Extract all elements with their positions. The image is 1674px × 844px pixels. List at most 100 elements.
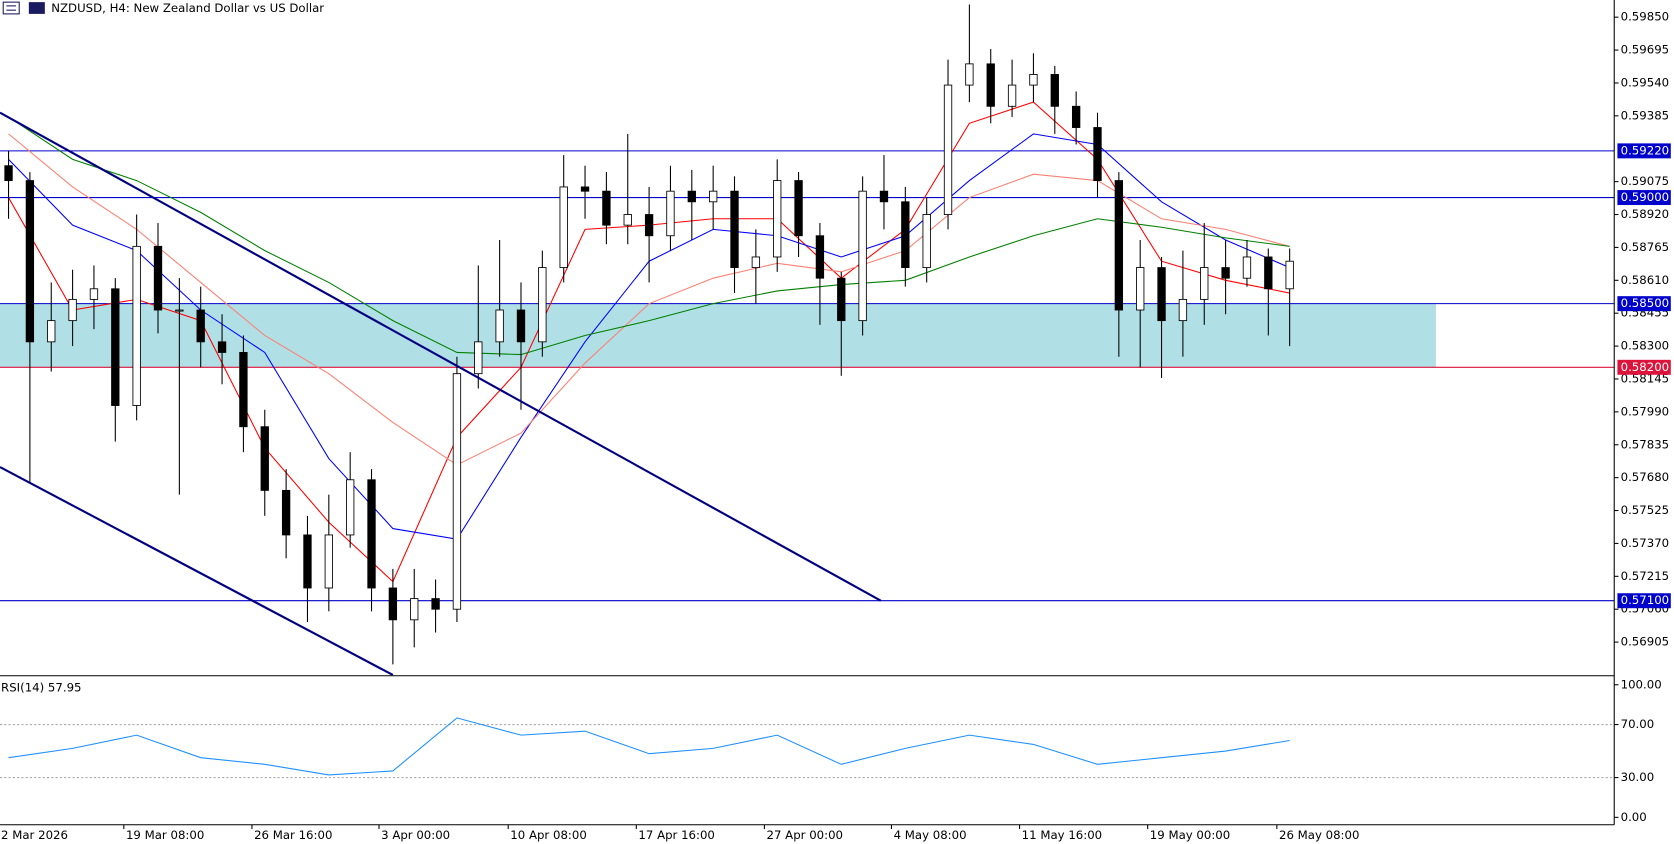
candle-body [281, 489, 291, 536]
candle-body [794, 180, 803, 237]
moving-average [8, 133, 1290, 466]
y-tick-label: 0.57680 [1621, 470, 1670, 484]
candle-body [922, 214, 931, 269]
candle-body [1200, 267, 1209, 300]
candle-body [217, 341, 227, 353]
x-tick-label: 26 May 08:00 [1279, 828, 1359, 842]
candle-body [815, 235, 825, 279]
level-label: 0.59220 [1621, 143, 1670, 157]
candle-body [773, 180, 782, 258]
candle-body [837, 277, 846, 322]
y-tick-label: 0.59850 [1621, 10, 1670, 24]
candle-body [495, 309, 504, 343]
candle-body [1029, 74, 1038, 86]
candle-body [1093, 127, 1102, 182]
candle-body [901, 201, 910, 269]
candle-body [175, 309, 184, 312]
candle-body [559, 186, 568, 269]
y-tick-label: 0.57835 [1621, 437, 1670, 451]
trendline [0, 111, 882, 602]
y-tick-label: 0.57525 [1621, 503, 1670, 517]
candle-body [644, 214, 654, 237]
candle-body [730, 190, 739, 269]
x-tick-label: 3 Apr 00:00 [381, 828, 450, 842]
candle-body [687, 190, 696, 203]
candle-body [1157, 267, 1166, 322]
candle-body [1114, 180, 1124, 311]
x-tick-label: 27 Apr 00:00 [767, 828, 843, 842]
level-label-box [1617, 143, 1671, 159]
candle-body [260, 426, 269, 491]
candle-body [452, 373, 462, 610]
candle-body [1242, 256, 1252, 279]
candle-body [1264, 256, 1273, 290]
level-label: 0.58200 [1621, 360, 1670, 374]
candle-body [666, 190, 675, 237]
candle-body [111, 288, 120, 406]
candle-body [346, 479, 355, 536]
y-tick-label: 0.58920 [1621, 207, 1670, 221]
level-label-box [1617, 593, 1671, 609]
x-tick-label: 19 Mar 08:00 [126, 828, 204, 842]
candle-body [132, 245, 141, 406]
x-tick-label: 11 May 16:00 [1022, 828, 1102, 842]
candle-body [431, 598, 440, 610]
candle-body [1221, 267, 1230, 279]
candle-body [1050, 74, 1059, 107]
candle-body [89, 288, 99, 300]
candle-body [410, 598, 419, 621]
candle-body [1136, 267, 1145, 311]
candle-body [1285, 260, 1294, 290]
x-tick-label: 10 Apr 08:00 [510, 828, 586, 842]
level-label: 0.58500 [1621, 296, 1670, 310]
candle-body [196, 309, 205, 343]
level-label-box [1617, 296, 1671, 312]
candle-body [1178, 298, 1188, 322]
candle-body [623, 214, 632, 226]
candle-body [153, 245, 163, 311]
y-tick-label: 0.00 [1621, 810, 1647, 824]
x-tick-label: 19 May 00:00 [1150, 828, 1230, 842]
candle-body [388, 587, 398, 621]
x-tick-label: 4 May 08:00 [894, 828, 967, 842]
candle-body [68, 298, 77, 322]
candle-body [25, 180, 35, 343]
y-tick-label: 0.58765 [1621, 240, 1670, 254]
candle-body [4, 165, 13, 182]
y-tick-label: 0.57215 [1621, 569, 1670, 583]
level-label-box [1617, 190, 1671, 206]
chart-title: NZDUSD, H4: New Zealand Dollar vs US Dol… [51, 1, 324, 15]
candle-body [580, 186, 590, 192]
candle-body [943, 84, 953, 215]
x-tick-label: 26 Mar 16:00 [254, 828, 332, 842]
rsi-line [8, 717, 1290, 776]
y-tick-label: 0.56905 [1621, 635, 1670, 649]
support-zone [0, 303, 1436, 368]
candle-body [879, 190, 889, 203]
candle-body [303, 534, 312, 589]
y-tick-label: 0.58610 [1621, 273, 1670, 287]
trendline [0, 466, 394, 676]
rsi-title: RSI(14) 57.95 [1, 681, 81, 695]
candle-body [708, 190, 718, 203]
candle-body [965, 63, 974, 86]
candle-body [751, 256, 761, 269]
x-tick-label: 12 Mar 2026 [0, 828, 68, 842]
y-tick-label: 0.58300 [1621, 339, 1670, 353]
level-label: 0.57100 [1621, 593, 1670, 607]
chart-icon[interactable] [28, 2, 45, 14]
candle-body [324, 534, 333, 589]
y-tick-label: 0.59540 [1621, 75, 1670, 89]
y-tick-label: 0.57370 [1621, 536, 1670, 550]
candle-body [47, 320, 56, 343]
level-label: 0.59000 [1621, 190, 1670, 204]
menu-icon[interactable] [2, 1, 20, 15]
y-tick-label: 0.59075 [1621, 174, 1670, 188]
candle-body [239, 352, 248, 428]
candle-body [1007, 84, 1017, 107]
y-tick-label: 0.58145 [1621, 371, 1670, 385]
candle-body [538, 267, 547, 343]
